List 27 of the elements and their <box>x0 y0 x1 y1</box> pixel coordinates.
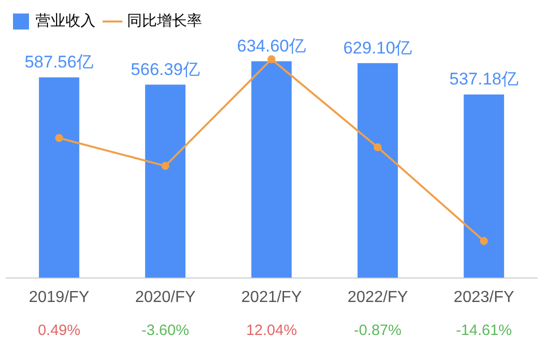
x-tick-label: 2022/FY <box>347 288 408 306</box>
data-label: 629.10亿 <box>343 38 412 58</box>
data-label: 12.04% <box>246 322 297 340</box>
x-tick-label: 2021/FY <box>241 288 302 306</box>
legend-label: 同比增长率 <box>127 12 202 30</box>
bar <box>145 84 186 278</box>
point <box>374 143 382 152</box>
legend-label: 营业收入 <box>36 12 96 30</box>
data-label: -14.61% <box>456 322 512 340</box>
data-label: -0.87% <box>354 322 402 340</box>
x-tick-label: 2019/FY <box>28 288 90 306</box>
bar <box>251 61 292 278</box>
bar <box>464 94 504 278</box>
data-label: 587.56亿 <box>24 52 94 72</box>
data-label: -3.60% <box>142 322 190 340</box>
data-label: 634.60亿 <box>237 36 306 56</box>
data-label: 537.18亿 <box>449 70 518 89</box>
bar <box>38 77 80 278</box>
data-label: 566.39亿 <box>130 60 200 79</box>
point <box>55 134 64 142</box>
x-tick-label: 2020/FY <box>135 288 196 306</box>
data-label: 0.49% <box>38 322 80 340</box>
point <box>480 237 488 246</box>
bar <box>358 63 398 278</box>
point <box>268 55 276 64</box>
point <box>161 162 170 170</box>
x-tick-label: 2023/FY <box>454 288 514 306</box>
